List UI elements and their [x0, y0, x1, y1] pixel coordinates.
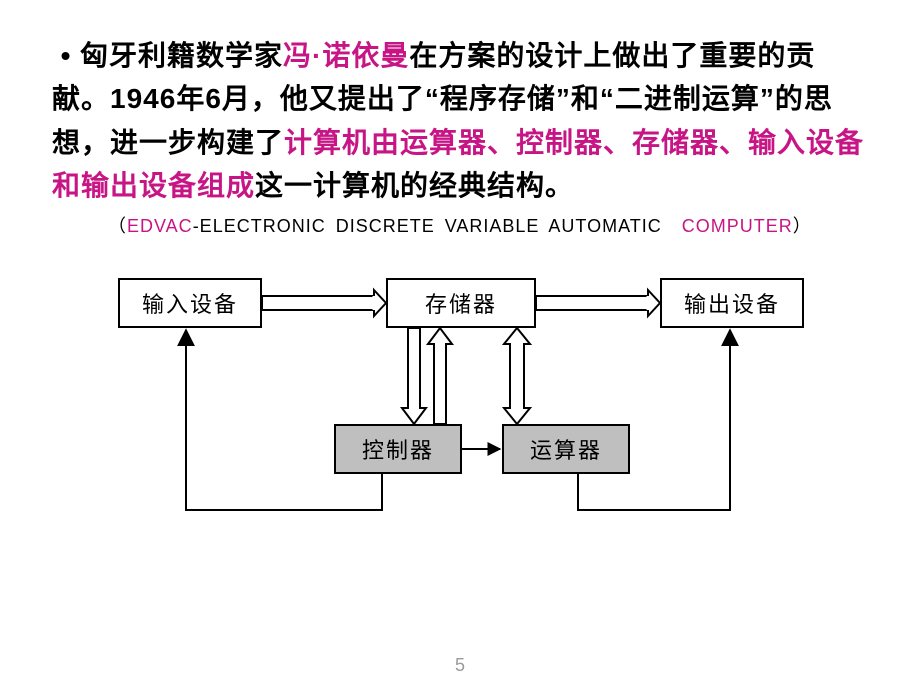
rparen: ）	[793, 216, 812, 236]
edvac-word: EDVAC	[127, 216, 193, 236]
node-input-label: 输入设备	[142, 287, 238, 319]
architecture-diagram: 输入设备 存储器 输出设备 控制器 运算器	[90, 266, 830, 556]
page-number: 5	[0, 655, 920, 676]
edge-memory-output	[536, 290, 660, 316]
year: 1946	[110, 83, 176, 114]
node-alu-label: 运算器	[530, 433, 602, 465]
subtitle-line: （EDVAC-ELECTRONIC DISCRETE VARIABLE AUTO…	[52, 212, 868, 238]
text-seg3: 这一计算机的经典结构。	[255, 170, 574, 201]
node-output: 输出设备	[660, 278, 804, 328]
edge-input-memory	[262, 290, 386, 316]
slide-content: •匈牙利籍数学家冯·诺依曼在方案的设计上做出了重要的贡献。1946年6月，他又提…	[0, 0, 920, 556]
main-paragraph: •匈牙利籍数学家冯·诺依曼在方案的设计上做出了重要的贡献。1946年6月，他又提…	[52, 34, 868, 208]
node-memory: 存储器	[386, 278, 536, 328]
text-seg1: 匈牙利籍数学家	[80, 40, 283, 71]
text-seg2b: 年	[176, 83, 205, 114]
lparen: （	[108, 216, 127, 236]
edge-memory-controller	[402, 328, 452, 424]
node-output-label: 输出设备	[684, 287, 780, 319]
node-input: 输入设备	[118, 278, 262, 328]
highlight-name: 冯·诺依曼	[283, 40, 409, 71]
month: 6	[205, 83, 222, 114]
node-controller-label: 控制器	[362, 433, 434, 465]
edge-alu-output	[578, 330, 730, 510]
edge-controller-input	[186, 330, 382, 510]
node-alu: 运算器	[502, 424, 630, 474]
bullet: •	[52, 34, 80, 77]
subtitle-mid: -ELECTRONIC DISCRETE VARIABLE AUTOMATIC	[193, 216, 662, 236]
node-controller: 控制器	[334, 424, 462, 474]
edge-memory-alu	[504, 328, 530, 424]
computer-word: COMPUTER	[682, 216, 793, 236]
node-memory-label: 存储器	[425, 287, 497, 319]
